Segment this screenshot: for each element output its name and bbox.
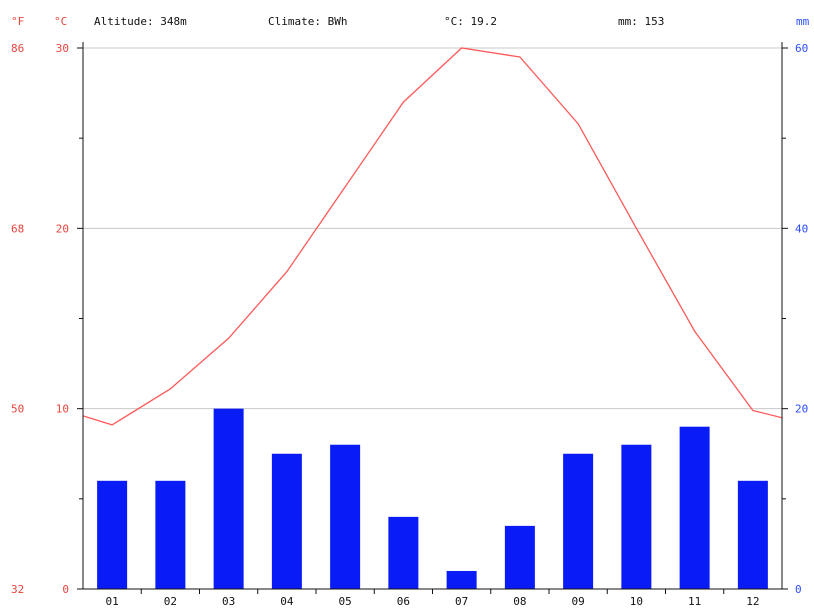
- month-label-04: 04: [280, 595, 294, 608]
- fahrenheit-tick-label: 32: [11, 583, 24, 596]
- fahrenheit-tick-label: 50: [11, 403, 24, 416]
- fahrenheit-tick-label: 68: [11, 222, 24, 235]
- altitude-label: Altitude: 348m: [94, 15, 187, 28]
- month-label-10: 10: [630, 595, 643, 608]
- celsius-unit-label: °C: [54, 15, 67, 28]
- precipitation-bar-09: [563, 453, 594, 589]
- precipitation-bar-05: [330, 444, 361, 589]
- celsius-tick-label: 0: [62, 583, 69, 596]
- month-label-02: 02: [164, 595, 177, 608]
- celsius-tick-label: 10: [56, 403, 69, 416]
- month-label-07: 07: [455, 595, 468, 608]
- fahrenheit-tick-label: 86: [11, 42, 24, 55]
- climate-label: Climate: BWh: [268, 15, 347, 28]
- precipitation-bar-01: [97, 480, 128, 589]
- grid-lines: [83, 47, 782, 410]
- fahrenheit-unit-label: °F: [11, 15, 24, 28]
- precipitation-bar-11: [679, 426, 710, 589]
- mm-tick-label: 60: [795, 42, 808, 55]
- total-precipitation-label: mm: 153: [618, 15, 664, 28]
- temperature-series-line: [82, 47, 783, 426]
- precipitation-bars: [97, 408, 768, 589]
- precipitation-bar-03: [213, 408, 244, 589]
- precipitation-bar-02: [155, 480, 186, 589]
- axes: [77, 42, 788, 594]
- precipitation-bar-10: [621, 444, 652, 589]
- axis-labels: 86 30 68 20 50 10 32 0 60 40 20 0 01 02 03 04 05 06 07 08 09…: [11, 42, 808, 608]
- month-label-08: 08: [513, 595, 526, 608]
- month-label-06: 06: [397, 595, 410, 608]
- precipitation-bar-08: [504, 525, 535, 589]
- celsius-tick-label: 30: [56, 42, 69, 55]
- mm-tick-label: 20: [795, 403, 808, 416]
- month-label-03: 03: [222, 595, 235, 608]
- month-label-11: 11: [688, 595, 701, 608]
- precipitation-bar-07: [446, 570, 477, 589]
- month-label-01: 01: [106, 595, 119, 608]
- mm-unit-label: mm: [796, 15, 810, 28]
- average-temperature-label: °C: 19.2: [444, 15, 497, 28]
- precipitation-bar-06: [388, 516, 419, 589]
- celsius-tick-label: 20: [56, 222, 69, 235]
- precipitation-bar-04: [271, 453, 302, 589]
- month-label-05: 05: [339, 595, 352, 608]
- precipitation-bar-12: [737, 480, 768, 589]
- temperature-line: [82, 47, 783, 426]
- month-label-12: 12: [746, 595, 759, 608]
- mm-tick-label: 0: [795, 583, 802, 596]
- month-label-09: 09: [572, 595, 585, 608]
- mm-tick-label: 40: [795, 222, 808, 235]
